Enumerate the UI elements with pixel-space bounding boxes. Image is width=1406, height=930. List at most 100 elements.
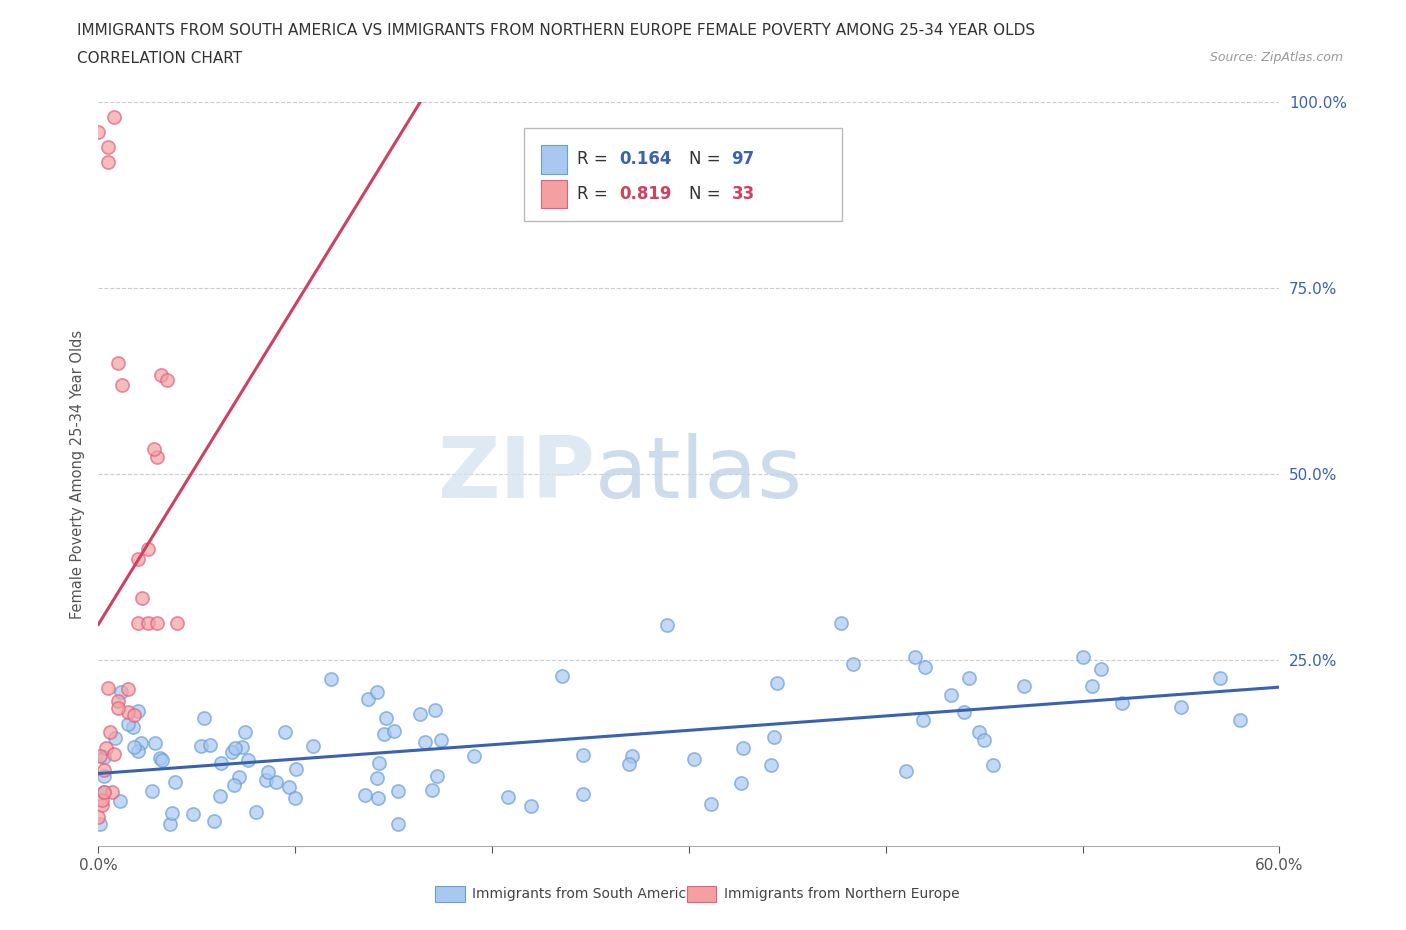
Point — [413, 735, 436, 750]
Point — [366, 770, 388, 785]
Point — [368, 755, 391, 770]
Text: Immigrants from South America: Immigrants from South America — [471, 887, 695, 901]
Text: Source: ZipAtlas.com: Source: ZipAtlas.com — [1209, 51, 1343, 64]
Point — [572, 787, 595, 802]
Point — [373, 726, 395, 741]
Point — [981, 757, 1004, 772]
Text: N =: N = — [689, 151, 725, 168]
Point — [222, 777, 245, 792]
Point — [496, 790, 519, 804]
Text: R =: R = — [576, 151, 613, 168]
Point — [655, 618, 678, 632]
Point — [357, 692, 380, 707]
Point — [127, 703, 149, 718]
Point — [617, 757, 640, 772]
FancyBboxPatch shape — [434, 885, 464, 902]
Point — [374, 711, 396, 726]
Point — [122, 708, 145, 723]
Point — [550, 669, 572, 684]
Text: atlas: atlas — [595, 432, 803, 516]
Point — [257, 764, 280, 779]
Text: IMMIGRANTS FROM SOUTH AMERICA VS IMMIGRANTS FROM NORTHERN EUROPE FEMALE POVERTY : IMMIGRANTS FROM SOUTH AMERICA VS IMMIGRA… — [77, 23, 1035, 38]
Point — [221, 745, 243, 760]
Point — [904, 650, 927, 665]
Point — [150, 752, 173, 767]
Point — [103, 747, 125, 762]
Point — [620, 749, 643, 764]
Text: ZIP: ZIP — [437, 432, 595, 516]
Point — [409, 706, 432, 721]
Point — [766, 675, 789, 690]
Point — [107, 694, 129, 709]
Point — [572, 747, 595, 762]
Point — [136, 541, 159, 556]
Point — [233, 724, 256, 739]
Point — [730, 776, 752, 790]
Point — [224, 740, 246, 755]
Y-axis label: Female Poverty Among 25-34 Year Olds: Female Poverty Among 25-34 Year Olds — [69, 330, 84, 618]
Point — [108, 793, 131, 808]
Point — [127, 616, 149, 631]
Point — [146, 449, 169, 464]
Point — [231, 740, 253, 755]
Point — [952, 705, 974, 720]
Point — [426, 768, 449, 783]
Point — [166, 616, 188, 631]
Point — [110, 684, 132, 699]
Point — [1111, 696, 1133, 711]
Point — [159, 817, 181, 831]
Point — [420, 783, 443, 798]
Point — [700, 796, 723, 811]
Point — [228, 770, 250, 785]
Point — [1209, 671, 1232, 685]
Point — [366, 684, 388, 699]
Point — [387, 784, 409, 799]
Point — [131, 591, 153, 605]
Point — [264, 775, 287, 790]
Point — [1090, 661, 1112, 676]
Point — [284, 790, 307, 805]
Point — [122, 739, 145, 754]
Point — [165, 775, 187, 790]
Point — [967, 724, 990, 739]
Point — [193, 711, 215, 725]
Point — [122, 720, 145, 735]
FancyBboxPatch shape — [686, 885, 716, 902]
Point — [284, 762, 307, 777]
Point — [830, 616, 852, 631]
Point — [117, 682, 139, 697]
Point — [209, 755, 232, 770]
Point — [107, 700, 129, 715]
Point — [101, 785, 124, 800]
Point — [93, 750, 115, 764]
Point — [149, 751, 172, 765]
FancyBboxPatch shape — [541, 145, 567, 174]
Point — [423, 703, 446, 718]
Point — [136, 616, 159, 631]
Point — [198, 737, 221, 752]
Point — [97, 681, 120, 696]
Point — [763, 730, 786, 745]
Point — [319, 671, 342, 686]
Point — [209, 789, 232, 804]
Point — [93, 763, 115, 777]
Point — [93, 785, 115, 800]
FancyBboxPatch shape — [523, 128, 842, 221]
Point — [273, 724, 295, 739]
Point — [127, 551, 149, 566]
Text: 97: 97 — [731, 151, 755, 168]
Point — [146, 616, 169, 631]
Point — [91, 792, 114, 807]
Point — [894, 764, 917, 778]
Point — [91, 798, 114, 813]
Point — [150, 368, 173, 383]
Text: 0.164: 0.164 — [619, 151, 672, 168]
Point — [957, 671, 980, 685]
Point — [87, 809, 110, 824]
Point — [87, 125, 110, 140]
Point — [103, 110, 125, 125]
Point — [939, 688, 962, 703]
Point — [89, 817, 111, 831]
Point — [914, 659, 936, 674]
Text: N =: N = — [689, 185, 725, 203]
